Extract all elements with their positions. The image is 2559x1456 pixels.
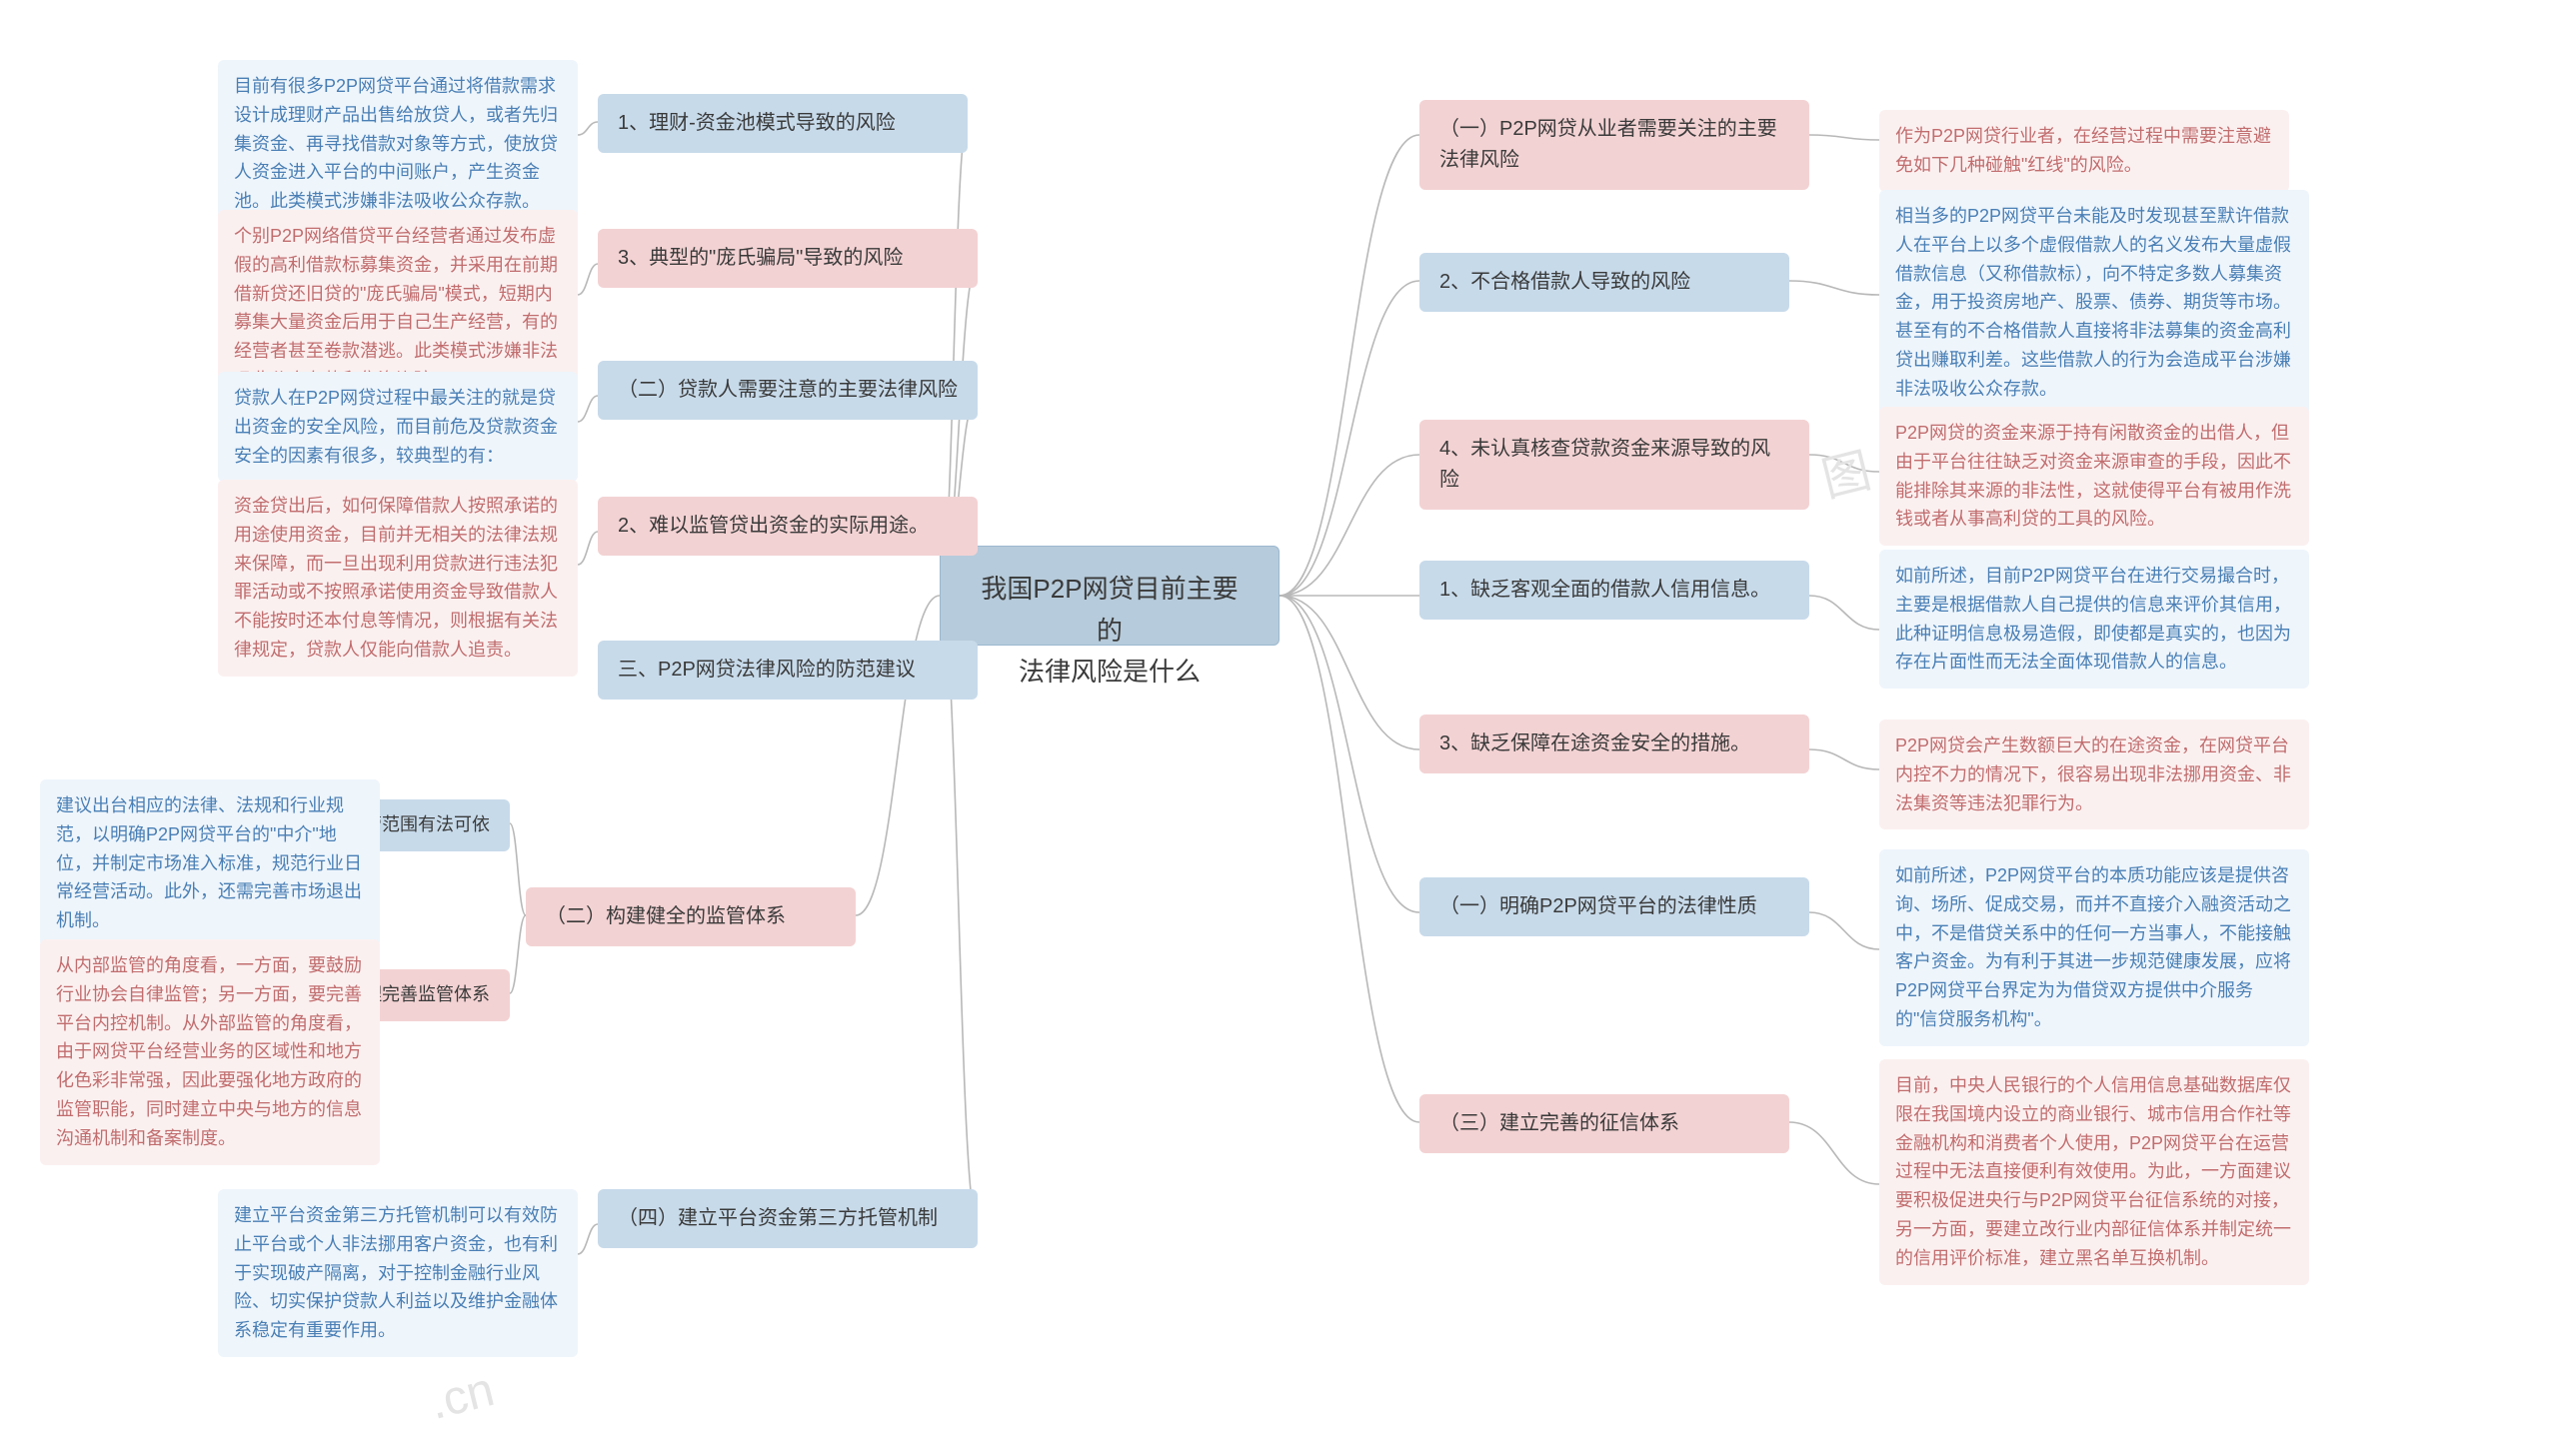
branch-note: 目前有很多P2P网贷平台通过将借款需求设计成理财产品出售给放贷人，或者先归集资金… — [218, 60, 578, 228]
branch-note: P2P网贷的资金来源于持有闲散资金的出借人，但由于平台往往缺乏对资金来源审查的手… — [1879, 407, 2309, 546]
branch-node: 3、缺乏保障在途资金安全的措施。 — [1419, 715, 1809, 773]
branch-node: （四）建立平台资金第三方托管机制 — [598, 1189, 978, 1248]
branch-node: 2、不合格借款人导致的风险 — [1419, 253, 1789, 312]
mindmap-canvas: shutu.cn图 shutu.cn 我国P2P网贷目前主要的法律风险是什么 （… — [0, 0, 2559, 1456]
branch-note: 相当多的P2P网贷平台未能及时发现甚至默许借款人在平台上以多个虚假借款人的名义发… — [1879, 190, 2309, 416]
branch-note: 贷款人在P2P网贷过程中最关注的就是贷出资金的安全风险，而目前危及贷款资金安全的… — [218, 372, 578, 482]
branch-note: 资金贷出后，如何保障借款人按照承诺的用途使用资金，目前并无相关的法律法规来保障，… — [218, 480, 578, 677]
branch-node: （三）建立完善的征信体系 — [1419, 1094, 1789, 1153]
branch-node: 1、理财-资金池模式导致的风险 — [598, 94, 968, 153]
branch-note: 作为P2P网贷行业者，在经营过程中需要注意避免如下几种碰触"红线"的风险。 — [1879, 110, 2289, 192]
branch-note: P2P网贷会产生数额巨大的在途资金，在网贷平台内控不力的情况下，很容易出现非法挪… — [1879, 720, 2309, 829]
branch-node: （一）P2P网贷从业者需要关注的主要法律风险 — [1419, 100, 1809, 190]
branch-note: 建立平台资金第三方托管机制可以有效防止平台或个人非法挪用客户资金，也有利于实现破… — [218, 1189, 578, 1357]
branch-node: （二）构建健全的监管体系 — [526, 887, 856, 946]
branch-node: 1、缺乏客观全面的借款人信用信息。 — [1419, 561, 1809, 620]
branch-node: 4、未认真核查贷款资金来源导致的风险 — [1419, 420, 1809, 510]
branch-note: 如前所述，目前P2P网贷平台在进行交易撮合时，主要是根据借款人自己提供的信息来评… — [1879, 550, 2309, 689]
branch-node: （一）明确P2P网贷平台的法律性质 — [1419, 877, 1809, 936]
branch-node: （二）贷款人需要注意的主要法律风险 — [598, 361, 978, 420]
branch-note: 如前所述，P2P网贷平台的本质功能应该是提供咨询、场所、促成交易，而并不直接介入… — [1879, 849, 2309, 1046]
center-topic: 我国P2P网贷目前主要的法律风险是什么 — [940, 546, 1280, 646]
branch-node: 3、典型的"庞氏骗局"导致的风险 — [598, 229, 978, 288]
branch-note: 目前，中央人民银行的个人信用信息基础数据库仅限在我国境内设立的商业银行、城市信用… — [1879, 1059, 2309, 1285]
branch-note: 建议出台相应的法律、法规和行业规范，以明确P2P网贷平台的"中介"地位，并制定市… — [40, 779, 380, 947]
branch-note: 从内部监管的角度看，一方面，要鼓励行业协会自律监管；另一方面，要完善平台内控机制… — [40, 939, 380, 1165]
watermark: .cn — [424, 1362, 499, 1431]
branch-node: 三、P2P网贷法律风险的防范建议 — [598, 641, 978, 700]
branch-node: 2、难以监管贷出资金的实际用途。 — [598, 497, 978, 556]
